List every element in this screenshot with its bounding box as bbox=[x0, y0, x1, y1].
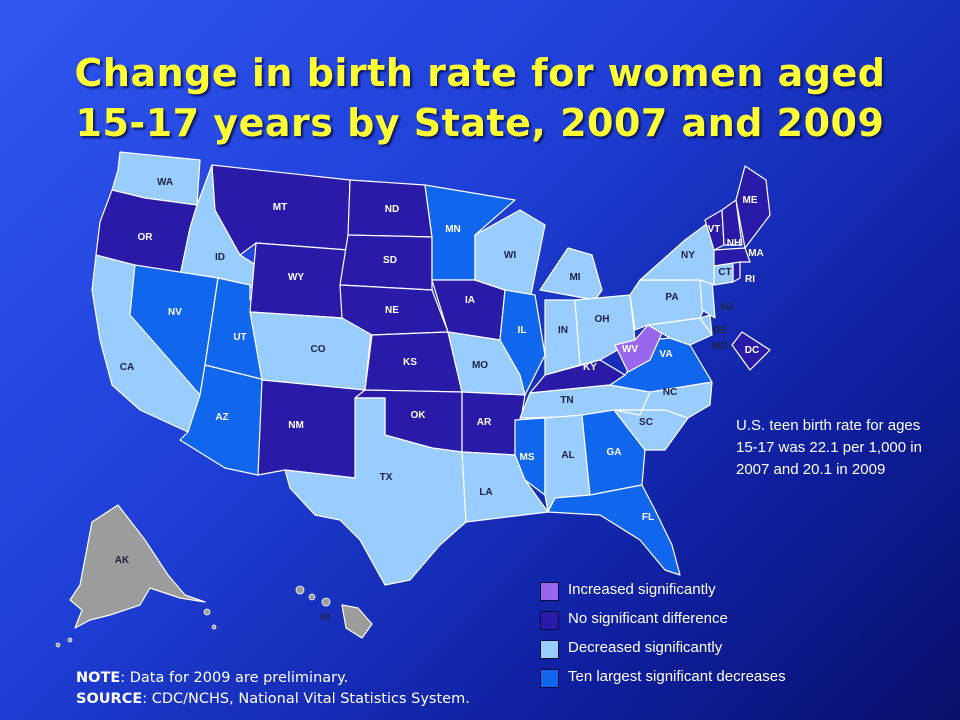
footer-source-line: SOURCE: CDC/NCHS, National Vital Statist… bbox=[76, 689, 470, 710]
state-de bbox=[699, 314, 713, 336]
legend-swatch-largest-decreases bbox=[540, 669, 559, 688]
state-label-ks: KS bbox=[403, 357, 417, 368]
state-mi bbox=[539, 247, 603, 301]
state-label-mt: MT bbox=[273, 202, 287, 213]
state-fl bbox=[547, 484, 681, 576]
state-label-ia: IA bbox=[465, 295, 475, 306]
island-shape bbox=[211, 624, 217, 630]
title-line-1: Change in birth rate for women aged bbox=[74, 51, 886, 95]
legend-label-increased: Increased significantly bbox=[568, 581, 716, 598]
state-label-ny: NY bbox=[681, 250, 695, 261]
state-label-al: AL bbox=[561, 450, 574, 461]
state-ms bbox=[514, 417, 546, 496]
state-hi bbox=[341, 604, 373, 639]
state-label-tx: TX bbox=[380, 472, 393, 483]
state-label-mi: MI bbox=[569, 272, 580, 283]
island-shape bbox=[295, 585, 305, 595]
state-label-ut: UT bbox=[233, 332, 246, 343]
state-label-wi: WI bbox=[504, 250, 516, 261]
state-label-fl: FL bbox=[642, 512, 654, 523]
state-label-nc: NC bbox=[663, 387, 677, 398]
island-shape bbox=[308, 593, 316, 601]
state-label-vt: VT bbox=[708, 224, 721, 235]
state-me bbox=[735, 165, 771, 249]
note-text: : Data for 2009 are preliminary. bbox=[120, 670, 349, 686]
state-label-ne: NE bbox=[385, 305, 399, 316]
page-title: Change in birth rate for women aged 15-1… bbox=[0, 48, 960, 148]
state-ak bbox=[69, 504, 206, 629]
state-label-tn: TN bbox=[560, 395, 573, 406]
legend-label-decreased: Decreased significantly bbox=[568, 639, 723, 656]
state-label-me: ME bbox=[743, 195, 758, 206]
state-nh bbox=[721, 199, 743, 246]
state-label-va: VA bbox=[659, 349, 672, 360]
island-shape bbox=[55, 642, 61, 648]
state-ma bbox=[713, 247, 751, 267]
state-label-nh: NH bbox=[727, 238, 741, 249]
state-label-az: AZ bbox=[215, 412, 228, 423]
state-label-ma: MA bbox=[748, 248, 764, 259]
state-label-md: MD bbox=[712, 341, 728, 352]
state-label-il: IL bbox=[518, 325, 527, 336]
state-label-or: OR bbox=[138, 232, 154, 243]
national-rate-note: U.S. teen birth rate for ages 15-17 was … bbox=[736, 417, 922, 478]
state-tx bbox=[284, 397, 467, 586]
footer-notes: NOTE: Data for 2009 are preliminary. SOU… bbox=[76, 668, 470, 710]
state-label-nv: NV bbox=[168, 307, 182, 318]
state-label-wy: WY bbox=[288, 272, 304, 283]
state-label-nd: ND bbox=[385, 204, 399, 215]
state-ny bbox=[639, 219, 717, 286]
legend-label-no-difference: No significant difference bbox=[568, 610, 728, 627]
state-nm bbox=[257, 379, 366, 479]
state-label-co: CO bbox=[311, 344, 326, 355]
state-label-wa: WA bbox=[157, 177, 173, 188]
state-dc bbox=[731, 331, 771, 371]
state-label-ct: CT bbox=[718, 267, 731, 278]
island-shape bbox=[203, 608, 211, 616]
state-label-de: DE bbox=[713, 325, 727, 336]
state-il bbox=[499, 289, 546, 396]
island-shape bbox=[321, 597, 331, 607]
note-label: NOTE bbox=[76, 670, 121, 686]
state-label-nj: NJ bbox=[721, 302, 734, 313]
state-label-dc: DC bbox=[745, 345, 759, 356]
state-label-id: ID bbox=[215, 252, 225, 263]
state-ga bbox=[581, 409, 646, 496]
legend-swatch-no-difference bbox=[540, 611, 559, 630]
source-text: : CDC/NCHS, National Vital Statistics Sy… bbox=[142, 691, 470, 707]
state-label-ar: AR bbox=[477, 417, 492, 428]
legend-label-largest-decreases: Ten largest significant decreases bbox=[568, 668, 786, 685]
state-label-la: LA bbox=[479, 487, 492, 498]
state-label-oh: OH bbox=[595, 314, 610, 325]
legend-swatch-increased bbox=[540, 582, 559, 601]
state-in bbox=[544, 299, 581, 376]
state-label-nm: NM bbox=[288, 420, 304, 431]
state-label-ak: AK bbox=[115, 555, 130, 566]
state-ri bbox=[732, 261, 741, 283]
state-label-ri: RI bbox=[745, 274, 755, 285]
state-label-wv: WV bbox=[622, 344, 638, 355]
state-label-sc: SC bbox=[639, 417, 653, 428]
footer-note-line: NOTE: Data for 2009 are preliminary. bbox=[76, 668, 470, 689]
state-label-ga: GA bbox=[607, 447, 622, 458]
state-label-ms: MS bbox=[520, 452, 535, 463]
state-label-ca: CA bbox=[120, 362, 134, 373]
state-co bbox=[249, 311, 373, 391]
state-label-mo: MO bbox=[472, 360, 488, 371]
title-line-2: 15-17 years by State, 2007 and 2009 bbox=[75, 101, 885, 145]
source-label: SOURCE bbox=[76, 691, 143, 707]
state-label-pa: PA bbox=[665, 292, 678, 303]
state-label-hi: HI bbox=[320, 612, 330, 623]
state-label-mn: MN bbox=[445, 224, 461, 235]
state-la bbox=[461, 451, 549, 523]
state-label-ok: OK bbox=[411, 410, 427, 421]
state-label-sd: SD bbox=[383, 255, 397, 266]
island-shape bbox=[67, 637, 73, 643]
legend-swatch-decreased bbox=[540, 640, 559, 659]
state-label-ky: KY bbox=[583, 362, 597, 373]
state-label-in: IN bbox=[558, 325, 568, 336]
